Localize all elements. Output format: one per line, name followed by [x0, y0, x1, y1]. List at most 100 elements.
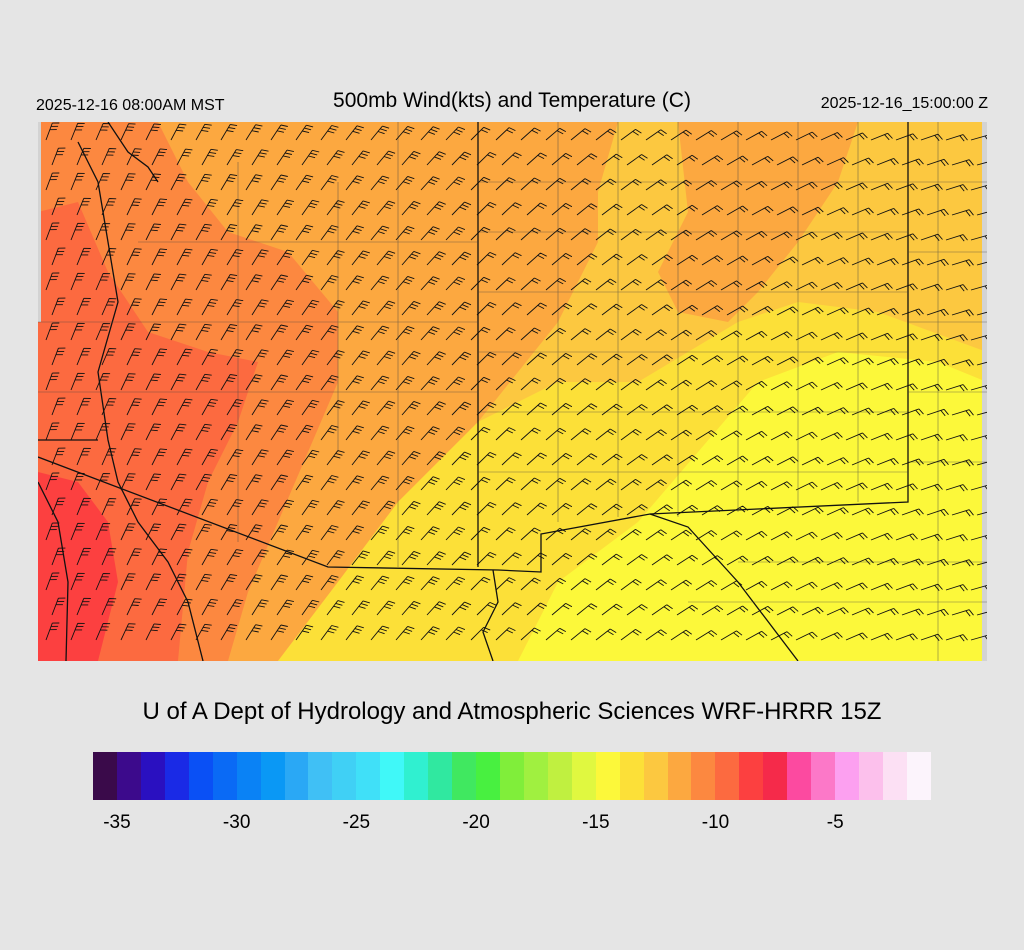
wind-barb — [526, 202, 547, 216]
wind-barb — [870, 482, 893, 491]
wind-barb — [601, 503, 623, 516]
wind-barb — [101, 448, 117, 466]
wind-barb — [551, 403, 573, 416]
wind-barb — [770, 281, 793, 291]
wind-barb — [726, 605, 749, 616]
wind-barb — [245, 124, 263, 141]
wind-barb — [670, 179, 692, 191]
wind-barb — [320, 325, 339, 341]
wind-barb — [751, 506, 774, 516]
wind-barb — [645, 329, 667, 341]
state-border-line — [38, 481, 69, 661]
wind-barb — [920, 283, 943, 291]
wind-barb — [351, 600, 370, 616]
wind-barb — [445, 526, 466, 541]
wind-barb — [76, 247, 91, 266]
wind-barb — [801, 256, 824, 266]
wind-barb — [620, 129, 642, 141]
wind-barb — [570, 628, 592, 641]
wind-barb — [370, 175, 390, 191]
wind-barb — [451, 401, 472, 416]
wind-barb — [276, 299, 294, 316]
wind-barb — [320, 375, 339, 391]
wind-barb — [326, 500, 345, 516]
wind-barb — [126, 548, 142, 566]
wind-barb — [295, 524, 314, 541]
wind-barb — [445, 626, 466, 641]
wind-barb — [970, 635, 987, 641]
wind-barb — [320, 425, 339, 441]
wind-barb — [176, 598, 193, 616]
wind-barb — [701, 605, 724, 616]
wind-barb — [926, 158, 949, 167]
wind-barb — [620, 579, 642, 591]
wind-barb — [401, 450, 421, 466]
wind-barb — [920, 183, 943, 191]
wind-barb — [595, 578, 617, 591]
wind-barb — [695, 630, 718, 641]
wind-barb — [876, 307, 899, 316]
wind-barb — [751, 556, 774, 566]
wind-barb — [501, 552, 522, 566]
wind-barb — [251, 199, 269, 216]
wind-barb — [726, 505, 749, 516]
wind-barb — [126, 398, 142, 416]
wind-barb — [826, 257, 849, 266]
wind-barb — [501, 502, 522, 516]
wind-barb — [526, 302, 547, 316]
wind-barb — [295, 474, 314, 491]
wind-barb — [151, 348, 168, 366]
wind-barb — [451, 451, 472, 466]
wind-barb — [745, 630, 768, 641]
wind-barb — [276, 249, 294, 266]
wind-barb — [870, 182, 893, 191]
colorbar-swatch — [643, 752, 668, 800]
wind-barb — [920, 133, 943, 141]
state-border-line — [38, 456, 799, 661]
wind-barb — [626, 454, 648, 466]
state-border-line — [77, 141, 204, 661]
wind-barb — [526, 452, 547, 466]
wind-barb — [851, 457, 874, 466]
wind-barb — [220, 624, 238, 641]
wind-barb — [701, 355, 724, 366]
wind-barb — [45, 422, 60, 441]
wind-barb — [495, 277, 516, 291]
wind-barb — [201, 398, 218, 416]
wind-barb — [551, 553, 573, 566]
wind-barb — [976, 511, 987, 516]
wind-barb — [201, 348, 218, 366]
wind-barb — [126, 148, 142, 166]
wind-barb — [570, 578, 592, 591]
wind-barb — [345, 575, 364, 591]
wind-barb — [601, 453, 623, 466]
wind-barb — [501, 452, 522, 466]
wind-barb — [220, 174, 238, 191]
wind-barb — [245, 374, 263, 391]
wind-barb — [101, 548, 117, 566]
wind-barb — [51, 247, 66, 266]
wind-barb — [545, 377, 567, 391]
wind-barb — [95, 323, 111, 341]
wind-barb — [695, 130, 718, 141]
wind-barb — [451, 601, 472, 616]
county-line — [478, 181, 908, 473]
wind-barb — [351, 550, 370, 566]
wind-barb — [745, 230, 768, 241]
wind-barb — [226, 299, 244, 316]
wind-barb — [395, 375, 415, 391]
wind-barb — [426, 251, 446, 266]
wind-barb — [626, 554, 648, 566]
wind-barb — [376, 350, 396, 366]
wind-barb — [570, 278, 592, 291]
wind-barb — [251, 249, 269, 266]
wind-barb — [701, 155, 724, 166]
wind-barb — [795, 431, 818, 441]
wind-barb — [901, 408, 924, 416]
wind-barb — [70, 422, 85, 441]
wind-barb — [851, 407, 874, 416]
wind-barb — [370, 325, 390, 341]
wind-barb — [201, 248, 218, 266]
wind-barb — [45, 222, 60, 241]
wind-barb — [295, 274, 314, 291]
